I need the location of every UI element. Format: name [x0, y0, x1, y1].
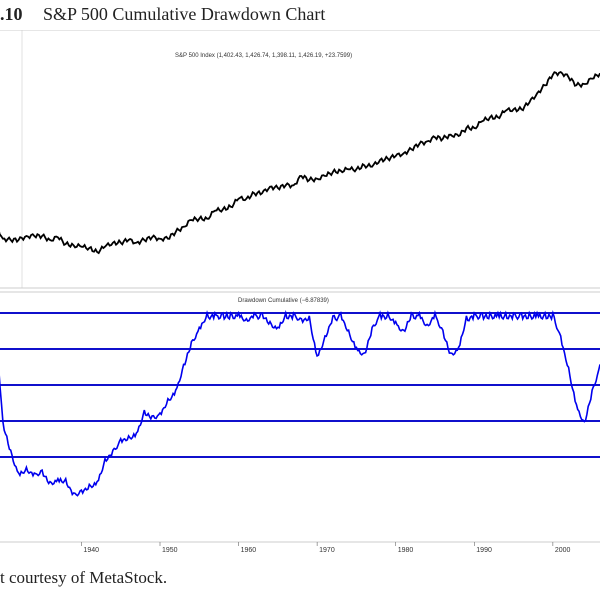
x-tick-label-3: 1970: [319, 547, 335, 554]
x-tick-label-5: 1990: [476, 547, 492, 554]
drawdown-panel-label: Drawdown Cumulative (−6.87839): [238, 298, 329, 304]
figure-caption: t courtesy of MetaStock.: [0, 568, 168, 587]
x-tick-label-4: 1980: [398, 547, 414, 554]
figure-number: .10: [0, 4, 23, 24]
drawdown-series-line-0: [0, 309, 600, 497]
figure-title: .10 S&P 500 Cumulative Drawdown Chart: [0, 0, 600, 30]
price-panel: S&P 500 Index (1,402.43, 1,426.74, 1,398…: [0, 30, 600, 289]
price-series-line-0: [0, 70, 600, 255]
figure-title-text: S&P 500 Cumulative Drawdown Chart: [43, 4, 326, 24]
x-tick-label-2: 1960: [241, 547, 257, 554]
drawdown-panel: Drawdown Cumulative (−6.87839): [0, 291, 600, 497]
chart: S&P 500 Index (1,402.43, 1,426.74, 1,398…: [0, 30, 600, 554]
x-axis: 1940 1950 1960 1970 1980 1990 2000: [0, 541, 600, 554]
x-tick-label-1: 1950: [162, 547, 178, 554]
x-tick-label-6: 2000: [555, 547, 571, 554]
x-tick-label-0: 1940: [83, 547, 99, 554]
price-panel-label: S&P 500 Index (1,402.43, 1,426.74, 1,398…: [175, 53, 352, 59]
